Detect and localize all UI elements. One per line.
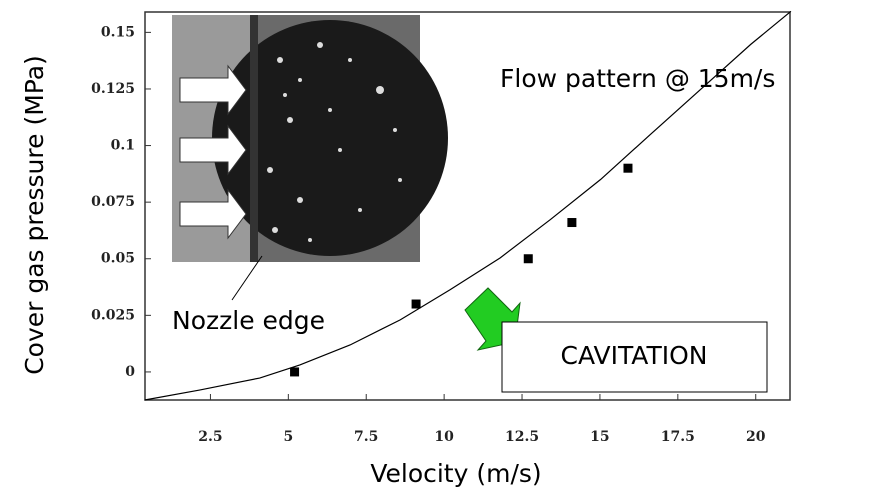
pointer-line bbox=[232, 256, 262, 300]
data-point bbox=[623, 164, 632, 173]
y-tick-label: 0 bbox=[125, 364, 135, 380]
y-tick-label: 0.1 bbox=[111, 138, 135, 154]
y-tick-label: 0.025 bbox=[91, 307, 135, 323]
x-tick-label: 10 bbox=[434, 429, 454, 445]
annotation: Flow pattern @ 15m/s bbox=[500, 64, 775, 93]
y-tick-label: 0.15 bbox=[101, 24, 135, 40]
data-point bbox=[290, 367, 299, 376]
y-tick-label: 0.05 bbox=[101, 251, 135, 267]
y-tick-label: 0.125 bbox=[91, 81, 135, 97]
y-axis-label: Cover gas pressure (MPa) bbox=[20, 55, 49, 375]
data-point bbox=[567, 218, 576, 227]
x-tick-label: 20 bbox=[746, 429, 766, 445]
x-tick-label: 17.5 bbox=[661, 429, 695, 445]
y-tick-label: 0.075 bbox=[91, 194, 135, 210]
chart: Flow pattern @ 15m/s Nozzle edge CAVITAT… bbox=[0, 0, 884, 498]
x-tick-label: 7.5 bbox=[354, 429, 378, 445]
x-tick-label: 2.5 bbox=[198, 429, 222, 445]
data-point bbox=[524, 254, 533, 263]
x-tick-label: 5 bbox=[283, 429, 293, 445]
x-tick-label: 12.5 bbox=[505, 429, 539, 445]
x-tick-label: 15 bbox=[590, 429, 609, 445]
data-point bbox=[412, 300, 421, 309]
inset-photo bbox=[172, 15, 448, 262]
annotation: CAVITATION bbox=[561, 341, 708, 370]
x-axis-label: Velocity (m/s) bbox=[370, 459, 541, 488]
annotation: Nozzle edge bbox=[172, 306, 325, 335]
